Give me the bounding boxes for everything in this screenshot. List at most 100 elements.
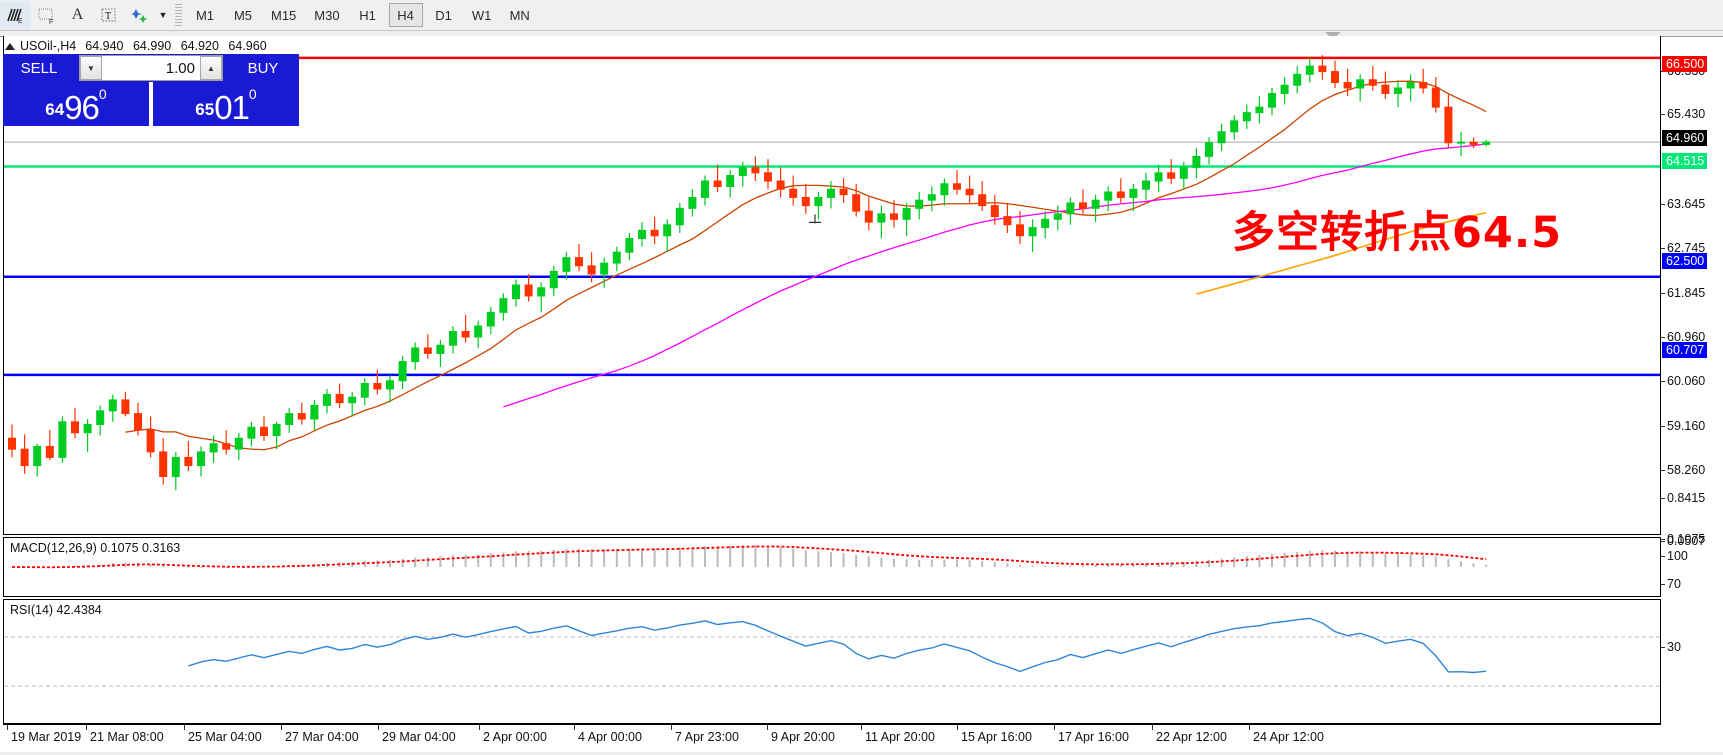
candle-body — [1142, 180, 1150, 190]
objects-dropdown-icon[interactable]: ▼ — [158, 10, 168, 20]
objects-icon[interactable] — [124, 1, 155, 30]
resistance-level-chip[interactable]: 66.500 — [1662, 56, 1708, 72]
rsi-indicator-panel[interactable]: RSI(14) 42.4384 — [3, 599, 1661, 724]
price-chart-canvas[interactable] — [4, 36, 1660, 534]
price-axis-label: 61.845 — [1667, 286, 1706, 300]
axis-tick-mark — [1661, 204, 1665, 205]
candle-body — [1406, 82, 1415, 89]
price-axis-label: 70 — [1667, 577, 1681, 591]
timeframe-w1[interactable]: W1 — [471, 7, 492, 23]
bid-price-box[interactable]: 64 96 0 — [3, 82, 149, 126]
axis-tick-mark — [1661, 381, 1665, 382]
timeframe-h4[interactable]: H4 — [388, 3, 423, 27]
price-axis[interactable]: 66.33065.43063.64562.74561.84560.96060.0… — [1661, 0, 1723, 755]
candle-body — [1419, 82, 1428, 89]
support-blue-chip-1[interactable]: 62.500 — [1662, 253, 1708, 269]
grid-icon[interactable]: F — [31, 1, 62, 30]
candle-body — [1192, 155, 1201, 168]
time-axis[interactable]: 19 Mar 2019 21 Mar 08:00 25 Mar 04:00 27 Ma… — [3, 724, 1661, 752]
candle-body — [1167, 172, 1176, 179]
volume-increase-icon[interactable]: ▲ — [200, 56, 222, 80]
macd-canvas — [11, 545, 1488, 569]
timeframe-d1[interactable]: D1 — [435, 7, 452, 23]
candle-body — [612, 251, 621, 264]
candle-body — [272, 424, 281, 436]
collapse-triangle-icon[interactable] — [5, 42, 15, 50]
candle-body — [134, 413, 142, 431]
time-tick-mark — [86, 725, 87, 730]
ask-fraction: 0 — [248, 86, 257, 102]
candle-body — [537, 287, 546, 297]
support-blue-chip-2[interactable]: 60.707 — [1662, 342, 1708, 358]
price-axis-label: 30 — [1667, 640, 1681, 654]
candle-body — [663, 224, 672, 237]
candle-body — [285, 413, 294, 426]
chart-annotation-text: 多空转折点64.5 — [1232, 208, 1563, 258]
timeframe-m1[interactable]: M1 — [195, 7, 215, 23]
scroll-thumb-icon[interactable] — [1325, 32, 1341, 39]
candle-body — [1016, 224, 1024, 237]
time-axis-label: 7 Apr 23:00 — [675, 730, 739, 744]
candle-body — [1041, 218, 1050, 229]
candle-body — [1280, 84, 1289, 94]
candle-body — [1444, 106, 1453, 144]
time-axis-label: 17 Apr 16:00 — [1058, 730, 1129, 744]
candle-body — [701, 180, 709, 198]
timeframe-m30[interactable]: M30 — [314, 7, 340, 23]
candle-body — [297, 413, 306, 420]
sell-button[interactable]: SELL — [3, 54, 75, 82]
axis-tick-mark — [1661, 426, 1665, 427]
time-tick-mark — [574, 725, 575, 730]
candle-body — [801, 196, 810, 207]
candle-body — [474, 325, 483, 338]
price-axis-label: 59.160 — [1667, 419, 1706, 433]
candle-body — [713, 180, 722, 187]
candle-body — [638, 229, 646, 239]
candle-body — [1469, 141, 1478, 145]
candle-body — [1079, 202, 1087, 209]
candle-body — [1255, 106, 1264, 114]
last-price-chip[interactable]: 64.960 — [1662, 130, 1708, 146]
candle-body — [449, 331, 457, 346]
timeframe-h1[interactable]: H1 — [359, 7, 376, 23]
text-label-icon[interactable]: T — [93, 1, 124, 30]
axis-tick-mark — [1661, 541, 1665, 542]
text-icon[interactable]: A — [71, 6, 84, 23]
time-axis-label: 19 Mar 2019 — [11, 730, 82, 744]
indicators-icon[interactable]: E — [0, 0, 31, 30]
candle-body — [8, 437, 16, 450]
rsi-line — [188, 617, 1487, 674]
time-tick-mark — [479, 725, 480, 730]
volume-stepper[interactable]: ▼ 1.00 ▲ — [79, 55, 223, 81]
volume-input[interactable]: 1.00 — [165, 59, 195, 77]
candle-body — [1104, 191, 1113, 201]
candle-body — [20, 448, 29, 467]
price-axis-label: 65.430 — [1667, 107, 1706, 121]
candle-body — [83, 424, 92, 434]
candle-body — [1003, 216, 1012, 226]
timeframe-m15[interactable]: M15 — [271, 7, 297, 23]
volume-decrease-icon[interactable]: ▼ — [80, 56, 102, 80]
candle-body — [1053, 213, 1062, 220]
one-click-trading-panel[interactable]: SELL ▼ 1.00 ▲ BUY 64 96 0 65 01 0 — [3, 54, 299, 126]
candle-body — [1066, 202, 1075, 215]
ohlc-close: 64.960 — [228, 39, 267, 53]
price-axis-label: 58.260 — [1667, 463, 1706, 477]
ask-price-box[interactable]: 65 01 0 — [153, 82, 299, 126]
candle-body — [839, 188, 848, 196]
candle-body — [1205, 142, 1213, 157]
macd-indicator-panel[interactable]: MACD(12,26,9) 0.1075 0.3163 — [3, 537, 1661, 597]
support-green-chip[interactable]: 64.515 — [1662, 153, 1708, 169]
candle-body — [1431, 87, 1440, 108]
candle-body — [1242, 112, 1251, 122]
svg-text:T: T — [105, 11, 111, 22]
candle-body — [96, 410, 105, 426]
timeframe-mn[interactable]: MN — [509, 7, 530, 23]
ohlc-values: 64.940 64.990 64.920 64.960 — [85, 39, 272, 53]
candle-body — [600, 262, 609, 275]
buy-button[interactable]: BUY — [227, 54, 299, 82]
axis-tick-mark — [1661, 114, 1665, 115]
timeframe-m5[interactable]: M5 — [233, 7, 253, 23]
indicators-glyph: E — [7, 8, 23, 25]
